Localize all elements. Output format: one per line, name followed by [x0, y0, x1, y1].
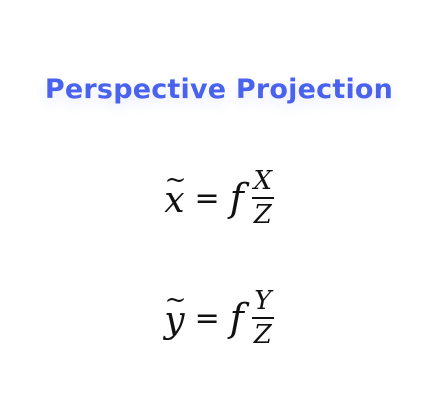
tilde-accent: ~: [164, 165, 187, 195]
y-tilde-symbol: ~ y: [164, 287, 186, 341]
denominator: Z: [253, 200, 272, 230]
page-title: Perspective Projection: [44, 74, 394, 105]
numerator: X: [253, 166, 273, 196]
equals-sign: =: [194, 180, 220, 216]
equation-x-projection: ~ x = f X Z: [0, 160, 438, 236]
tilde-accent: ~: [164, 285, 187, 315]
fraction: Y Z: [251, 286, 274, 350]
equation-y-projection: ~ y = f Y Z: [0, 280, 438, 356]
x-tilde-symbol: ~ x: [164, 167, 186, 221]
fraction-bar: [251, 317, 274, 319]
lhs-variable: y: [164, 300, 185, 341]
numerator: Y: [254, 286, 272, 316]
denominator: Z: [253, 320, 272, 350]
equals-sign: =: [194, 300, 220, 336]
fraction-bar: [251, 197, 274, 199]
focal-length-symbol: f: [229, 296, 244, 340]
lhs-variable: x: [164, 180, 185, 221]
fraction: X Z: [251, 166, 274, 230]
focal-length-symbol: f: [229, 176, 244, 220]
